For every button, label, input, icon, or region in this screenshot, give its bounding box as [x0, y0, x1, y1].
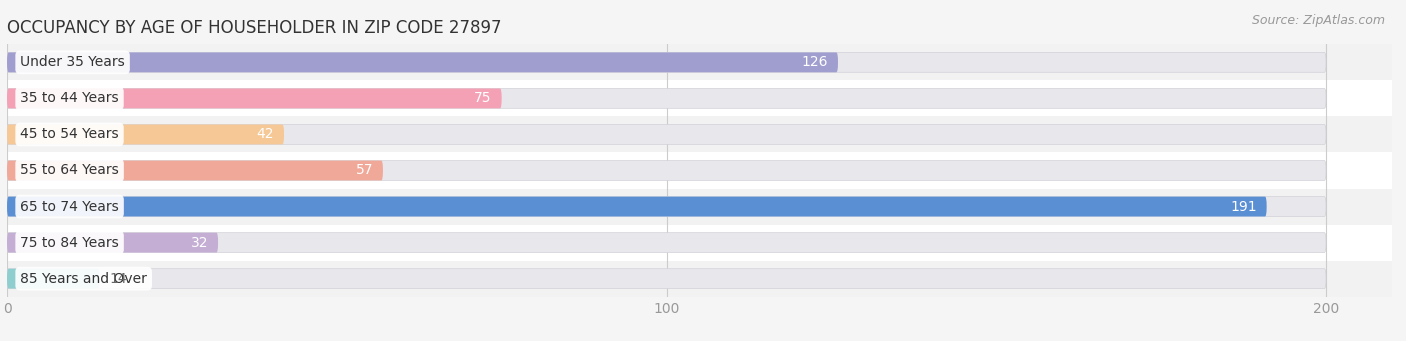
Bar: [7, 116, 1392, 152]
FancyBboxPatch shape: [7, 197, 1267, 217]
Text: 35 to 44 Years: 35 to 44 Years: [20, 91, 120, 105]
FancyBboxPatch shape: [7, 53, 1326, 72]
Text: 126: 126: [801, 55, 828, 69]
Text: 57: 57: [356, 163, 373, 178]
FancyBboxPatch shape: [7, 161, 1326, 180]
Text: 55 to 64 Years: 55 to 64 Years: [20, 163, 120, 178]
Text: Source: ZipAtlas.com: Source: ZipAtlas.com: [1251, 14, 1385, 27]
Bar: [7, 80, 1392, 116]
Text: 42: 42: [257, 128, 274, 142]
FancyBboxPatch shape: [7, 233, 218, 252]
FancyBboxPatch shape: [7, 53, 838, 72]
FancyBboxPatch shape: [7, 89, 502, 108]
FancyBboxPatch shape: [7, 89, 1326, 108]
Text: 65 to 74 Years: 65 to 74 Years: [20, 199, 120, 213]
Text: 45 to 54 Years: 45 to 54 Years: [20, 128, 120, 142]
Bar: [7, 44, 1392, 80]
FancyBboxPatch shape: [7, 233, 1326, 252]
FancyBboxPatch shape: [7, 197, 1326, 217]
Text: 75: 75: [474, 91, 492, 105]
Bar: [7, 225, 1392, 261]
Bar: [7, 261, 1392, 297]
Text: Under 35 Years: Under 35 Years: [20, 55, 125, 69]
Text: 32: 32: [191, 236, 208, 250]
Text: 75 to 84 Years: 75 to 84 Years: [20, 236, 120, 250]
Bar: [7, 189, 1392, 225]
FancyBboxPatch shape: [7, 269, 100, 288]
FancyBboxPatch shape: [7, 124, 284, 144]
Bar: [7, 152, 1392, 189]
Text: 191: 191: [1230, 199, 1257, 213]
Text: 14: 14: [110, 272, 127, 286]
Text: 85 Years and Over: 85 Years and Over: [20, 272, 148, 286]
FancyBboxPatch shape: [7, 269, 1326, 288]
FancyBboxPatch shape: [7, 161, 382, 180]
FancyBboxPatch shape: [7, 124, 1326, 144]
Text: OCCUPANCY BY AGE OF HOUSEHOLDER IN ZIP CODE 27897: OCCUPANCY BY AGE OF HOUSEHOLDER IN ZIP C…: [7, 19, 502, 37]
